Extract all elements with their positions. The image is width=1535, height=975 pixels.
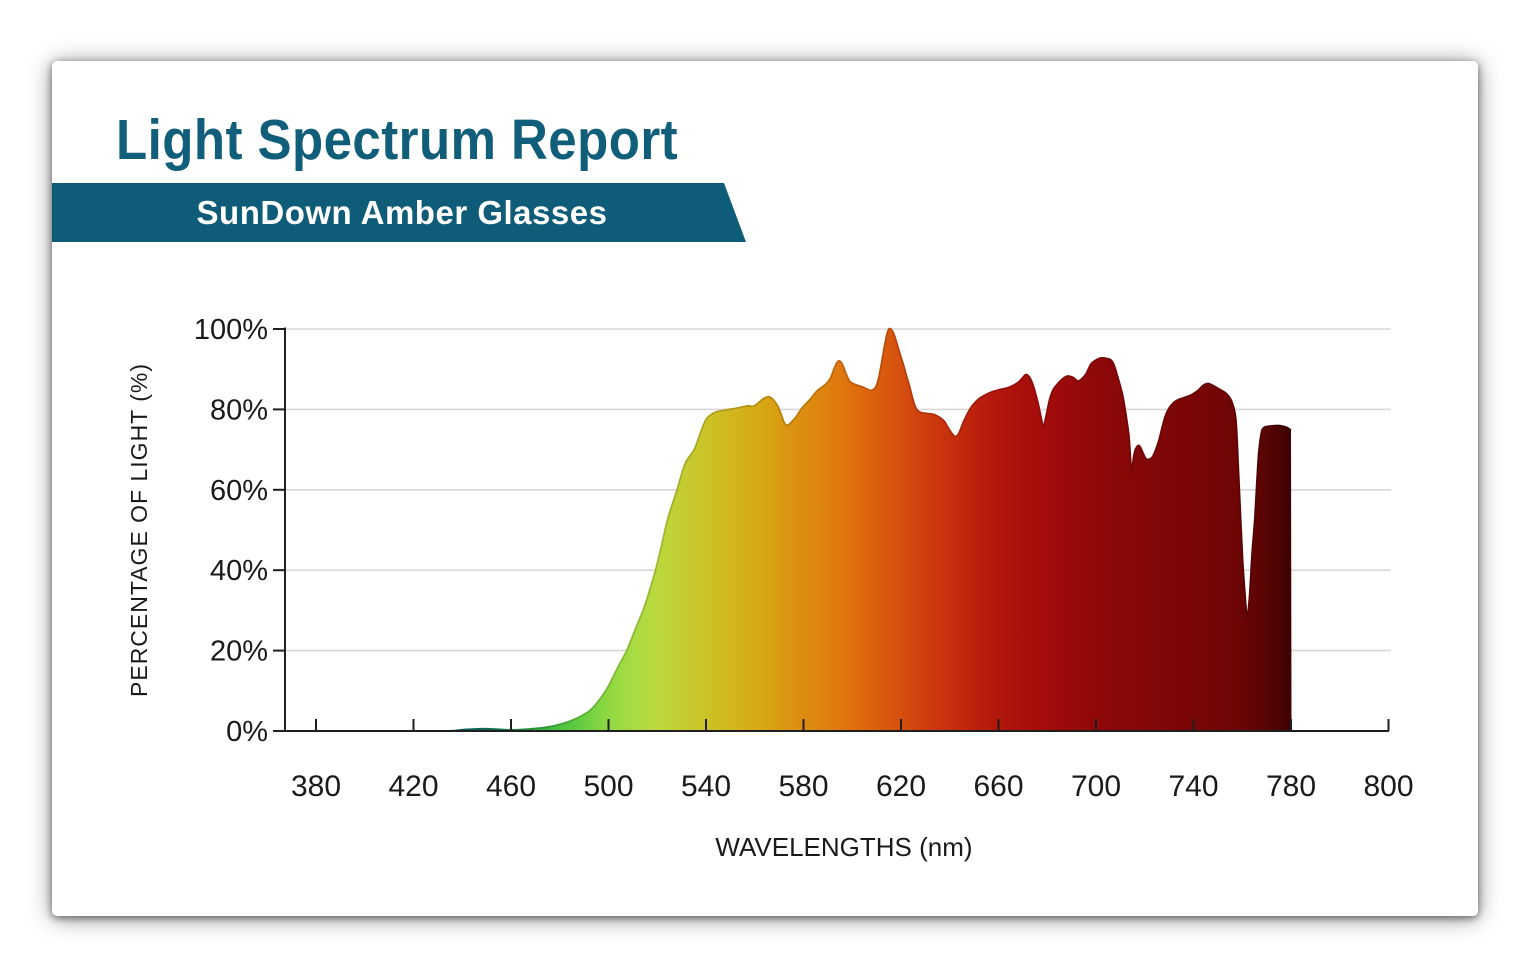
svg-text:PERCENTAGE OF LIGHT (%): PERCENTAGE OF LIGHT (%)	[126, 363, 152, 697]
svg-text:740: 740	[1168, 770, 1218, 803]
svg-text:460: 460	[486, 770, 536, 803]
svg-text:540: 540	[681, 770, 731, 803]
svg-text:580: 580	[778, 770, 828, 803]
svg-text:700: 700	[1071, 770, 1121, 803]
svg-text:20%: 20%	[210, 636, 268, 668]
svg-text:660: 660	[973, 770, 1023, 803]
svg-text:800: 800	[1363, 770, 1413, 803]
svg-text:0%: 0%	[226, 716, 268, 748]
svg-text:780: 780	[1266, 770, 1316, 803]
svg-text:500: 500	[583, 770, 633, 803]
svg-text:620: 620	[876, 770, 926, 803]
svg-text:WAVELENGTHS (nm): WAVELENGTHS (nm)	[715, 832, 972, 862]
svg-text:380: 380	[291, 770, 341, 803]
svg-text:60%: 60%	[210, 475, 268, 507]
svg-text:420: 420	[388, 770, 438, 803]
svg-text:100%: 100%	[194, 314, 268, 346]
svg-text:40%: 40%	[210, 555, 268, 587]
svg-text:80%: 80%	[210, 394, 268, 426]
